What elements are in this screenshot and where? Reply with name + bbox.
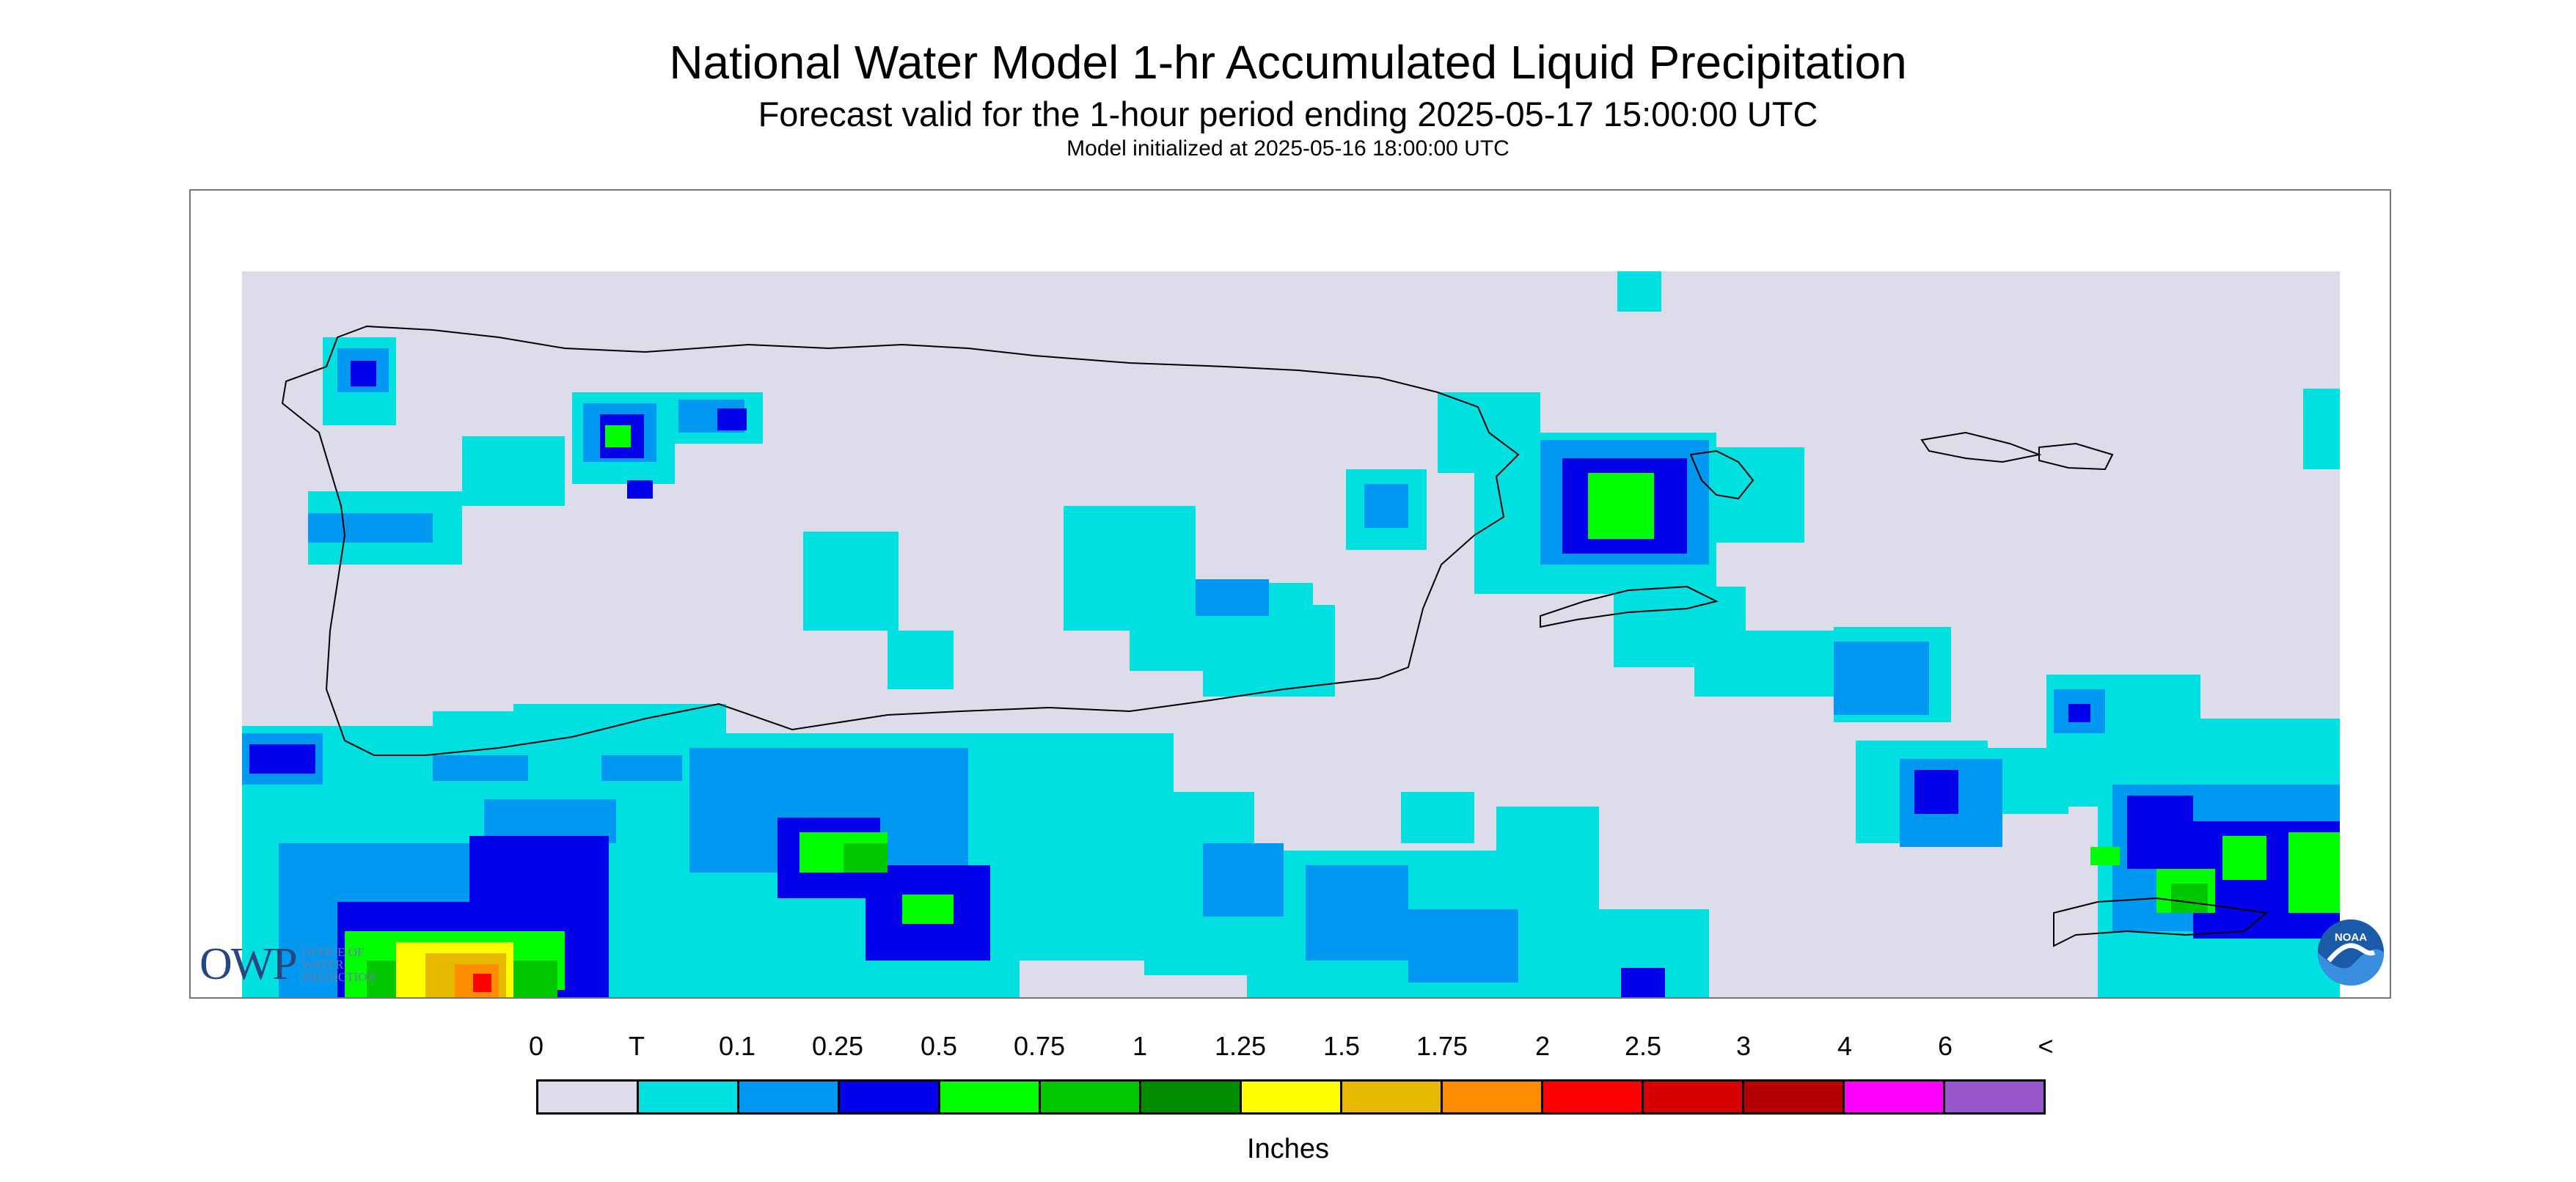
legend-label-11: 2.5	[1624, 1031, 1662, 1061]
st-john-coastline	[2038, 442, 2114, 471]
owp-logo: OWP OFFICE OF WATER PREDICTION	[200, 939, 383, 990]
legend-swatch-5	[1041, 1082, 1141, 1112]
model-init-line: Model initialized at 2025-05-16 18:00:00…	[1066, 136, 1510, 161]
legend-label-15: <	[2038, 1031, 2054, 1061]
legend-swatch-12	[1744, 1082, 1845, 1112]
legend-label-10: 2	[1534, 1031, 1551, 1061]
legend-label-3: 0.25	[811, 1031, 864, 1061]
legend-label-14: 6	[1937, 1031, 1953, 1061]
legend-label-13: 4	[1837, 1031, 1853, 1061]
legend-labels: 0 T 0.1 0.25 0.5 0.75 1 1.25 1.5 1.75 2 …	[0, 1031, 2576, 1075]
st-thomas-coastline	[1920, 431, 2042, 463]
vieques-coastline	[1540, 585, 1719, 628]
legend-label-8: 1.5	[1322, 1031, 1361, 1061]
map-canvas	[242, 271, 2340, 997]
legend-label-4: 0.5	[920, 1031, 958, 1061]
legend-swatch-8	[1342, 1082, 1443, 1112]
legend-swatch-4	[940, 1082, 1041, 1112]
legend-swatch-1	[639, 1082, 739, 1112]
legend-swatch-3	[840, 1082, 940, 1112]
legend-swatch-6	[1141, 1082, 1242, 1112]
legend-label-9: 1.75	[1416, 1031, 1468, 1061]
legend-swatch-10	[1543, 1082, 1644, 1112]
legend-swatch-11	[1644, 1082, 1744, 1112]
legend-label-2: 0.1	[718, 1031, 756, 1061]
legend-label-1: T	[629, 1031, 645, 1061]
noaa-logo: NOAA	[2317, 919, 2385, 986]
chart-title: National Water Model 1-hr Accumulated Li…	[669, 36, 1907, 89]
legend-label-0: 0	[528, 1031, 544, 1061]
noaa-letters: NOAA	[2335, 931, 2367, 944]
owp-letters: OWP	[200, 939, 298, 989]
extreme-precip-areas	[425, 953, 506, 997]
legend-swatch-13	[1845, 1082, 1945, 1112]
legend-swatch-0	[538, 1082, 639, 1112]
legend-label-7: 1.25	[1214, 1031, 1267, 1061]
puerto-rico-coastline	[281, 325, 1520, 756]
precipitation-map[interactable]: OWP OFFICE OF WATER PREDICTION NOAA	[189, 189, 2391, 999]
owp-caption: OFFICE OF WATER PREDICTION	[301, 944, 376, 984]
legend-swatch-9	[1443, 1082, 1543, 1112]
legend-label-5: 0.75	[1013, 1031, 1066, 1061]
legend-label-12: 3	[1735, 1031, 1752, 1061]
coastlines	[281, 325, 2269, 947]
culebra-coastline	[1689, 449, 1754, 500]
legend-colorbar	[536, 1079, 2046, 1115]
legend-swatch-14	[1945, 1082, 2043, 1112]
legend-units: Inches	[1247, 1134, 1329, 1164]
st-croix-coastline	[2053, 897, 2269, 947]
legend-swatch-7	[1242, 1082, 1342, 1112]
chart-subtitle: Forecast valid for the 1-hour period end…	[758, 95, 1818, 133]
legend-label-6: 1	[1132, 1031, 1148, 1061]
legend-swatch-2	[739, 1082, 840, 1112]
